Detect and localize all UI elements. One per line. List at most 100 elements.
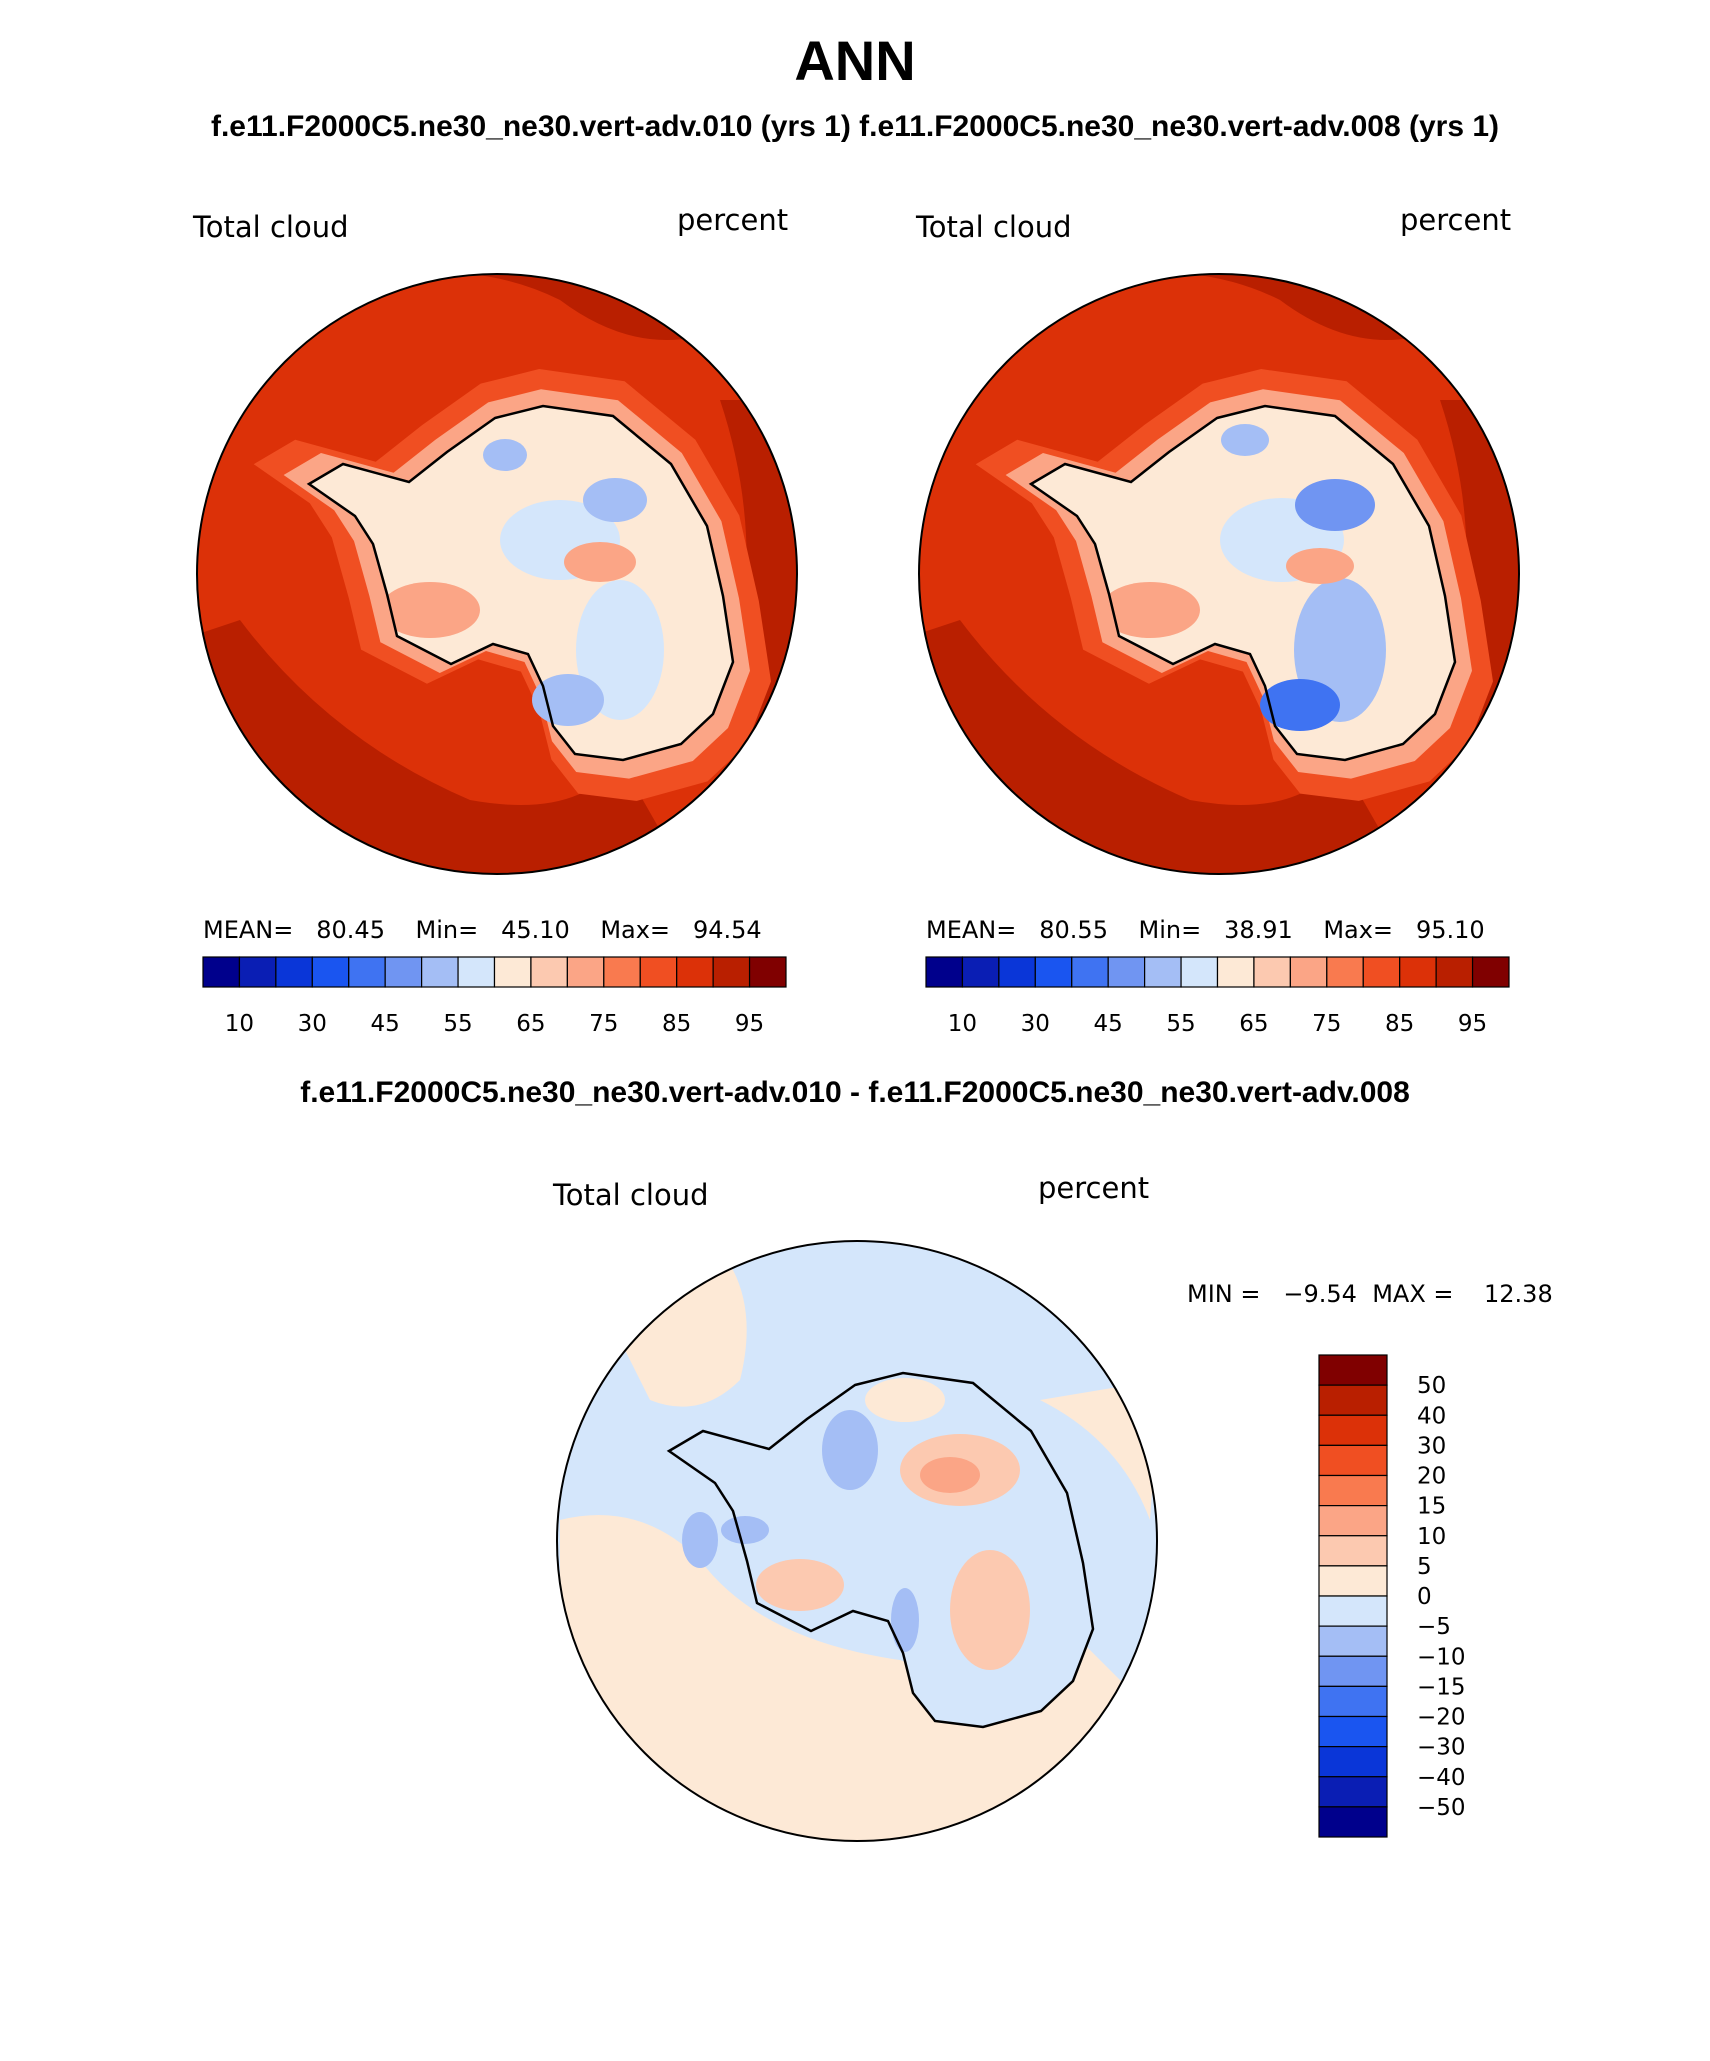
diff-colorbar-tick-label: −5	[1417, 1614, 1451, 1640]
panel1-colorbar-tick-label: 10	[225, 1011, 254, 1037]
panel2-min-value: 38.91	[1224, 916, 1293, 944]
panel2-colorbar-tick-label: 55	[1166, 1011, 1195, 1037]
panel1-mean-value: 80.45	[316, 916, 385, 944]
panel1-colorbar-tick-label: 75	[589, 1011, 618, 1037]
panel2-blue-patch-d	[1260, 679, 1340, 731]
diff-colorbar-tick-label: 10	[1417, 1524, 1446, 1550]
diff-colorbar-swatch	[1318, 1776, 1388, 1808]
panel2-red-patch	[1286, 548, 1354, 584]
panel2-colorbar-swatch	[1326, 956, 1364, 988]
panel2-colorbar-swatch	[1471, 956, 1510, 988]
difference-title: f.e11.F2000C5.ne30_ne30.vert-adv.010 - f…	[300, 1076, 1410, 1109]
panel1-red-patch-b	[380, 582, 480, 638]
panel1-min-value: 45.10	[501, 916, 570, 944]
panel2-colorbar-swatch	[1216, 956, 1255, 988]
case-subtitle: f.e11.F2000C5.ne30_ne30.vert-adv.010 (yr…	[210, 110, 1500, 143]
diff-colorbar-swatch	[1318, 1444, 1388, 1477]
panel1-colorbar-swatch	[676, 956, 714, 988]
diff-map-border	[556, 1240, 1158, 1842]
diff-colorbar-tick-label: −15	[1417, 1674, 1466, 1700]
panel2-colorbar-tick-label: 65	[1239, 1011, 1268, 1037]
panel2-max-label: Max=	[1323, 916, 1394, 944]
diff-min-value: −9.54	[1283, 1280, 1357, 1308]
diff-colorbar-swatch	[1318, 1715, 1388, 1748]
panel2-colorbar-swatch	[961, 956, 1000, 988]
diff-min-label: MIN =	[1187, 1280, 1261, 1308]
diff-colorbar-swatch	[1318, 1746, 1388, 1778]
diff-pos-region-south	[560, 1515, 1157, 1841]
panel1-map-border	[196, 273, 798, 875]
panel1-blue-patch-c	[576, 580, 664, 720]
diff-max-value: 12.38	[1484, 1280, 1553, 1308]
diff-colorbar-swatch	[1318, 1474, 1388, 1507]
panel1-colorbar-swatch	[384, 956, 423, 988]
diff-pos-patch-c	[865, 1378, 945, 1422]
panel2-blue-patch-b	[1295, 479, 1375, 531]
diff-colorbar-tick-label: −40	[1417, 1765, 1466, 1791]
panel1-colorbar-swatch	[748, 956, 787, 988]
panel1-red-patch	[564, 542, 636, 582]
panel2-colorbar-swatch	[1435, 956, 1474, 988]
main-title: ANN	[794, 29, 916, 92]
panel1-units-label: percent	[677, 203, 789, 237]
panel1-colorbar-tick-label: 85	[662, 1011, 691, 1037]
diff-neg-patch-d	[682, 1512, 718, 1568]
panel1-colorbar-tick-label: 30	[298, 1011, 327, 1037]
panel2-colorbar-tick-label: 45	[1094, 1011, 1123, 1037]
panel2-colorbar-tick-label: 75	[1312, 1011, 1341, 1037]
panel2-colorbar-tick-label: 85	[1385, 1011, 1414, 1037]
panel1-max-value: 94.54	[692, 916, 762, 944]
diff-colorbar-tick-label: 50	[1417, 1373, 1446, 1399]
diff-colorbar-tick-label: 30	[1417, 1433, 1446, 1459]
panel2-mean: MEAN= 80.55 Min= 38.91 Max= 95.10	[926, 916, 1485, 944]
panel2-map-border	[918, 273, 1520, 875]
diff-colorbar-tick-label: −10	[1417, 1644, 1466, 1670]
panel1-colorbar-tick-label: 95	[735, 1011, 764, 1037]
panel1-blue-patch-b	[583, 478, 647, 522]
diff-pos-patch-d	[756, 1559, 844, 1611]
diff-colorbar-swatch	[1318, 1655, 1388, 1687]
panel1-colorbar-tick-label: 55	[443, 1011, 472, 1037]
panel2-colorbar-swatch	[1253, 956, 1291, 988]
panel1-mean-label: MEAN=	[203, 916, 294, 944]
panel2-mean-label: MEAN=	[926, 916, 1017, 944]
diff-colorbar-swatch	[1318, 1806, 1388, 1838]
panel1-mean: MEAN= 80.45 Min= 45.10 Max= 94.54	[203, 916, 762, 944]
panel1-colorbar-swatch	[348, 956, 386, 988]
panel1-colorbar-swatch	[238, 956, 277, 988]
panel1-blue-patch-e	[483, 439, 527, 471]
diff-pos-patch-a-core	[920, 1457, 980, 1493]
panel2-colorbar-swatch	[1071, 956, 1109, 988]
panel2-variable-label: Total cloud	[916, 210, 1072, 244]
panel2-colorbar-swatch	[1034, 956, 1073, 988]
diff-colorbar-tick-label: 15	[1417, 1494, 1446, 1520]
panel2-colorbar-tick-label: 95	[1458, 1011, 1487, 1037]
panel1-colorbar-swatch	[311, 956, 350, 988]
diff-colorbar-swatch	[1318, 1535, 1388, 1567]
panel2-colorbar-tick-label: 30	[1021, 1011, 1050, 1037]
panel1-colorbar-swatch	[421, 956, 459, 988]
diff-colorbar-swatch	[1318, 1505, 1388, 1537]
panel2-units-label: percent	[1400, 203, 1512, 237]
panel2-colorbar-swatch	[1289, 956, 1328, 988]
panel1-colorbar-swatch	[603, 956, 641, 988]
diff-variable-label: Total cloud	[553, 1178, 709, 1212]
panel2-mean-value: 80.55	[1039, 916, 1108, 944]
diff-colorbar-swatch	[1318, 1625, 1388, 1657]
panel1-colorbar-swatch	[202, 956, 241, 988]
panel1-variable-label: Total cloud	[193, 210, 349, 244]
panel1-colorbar-swatch	[530, 956, 568, 988]
diff-colorbar-tick-label: 20	[1417, 1464, 1446, 1490]
panel2-colorbar-swatch	[1144, 956, 1182, 988]
panel1-colorbar-swatch	[275, 956, 313, 988]
panel2-map	[919, 274, 1519, 874]
panel2-blue-patch-e	[1221, 424, 1269, 456]
panel1-colorbar-swatch	[712, 956, 751, 988]
diff-colorbar-swatch	[1318, 1384, 1388, 1416]
diff-minmax: MIN = −9.54 MAX = 12.38	[1187, 1280, 1553, 1308]
panel1-colorbar-swatch	[493, 956, 532, 988]
diff-colorbar-swatch	[1318, 1595, 1388, 1627]
diff-units-label: percent	[1038, 1171, 1150, 1205]
diff-map	[557, 1241, 1157, 1841]
diff-neg-patch-a	[822, 1410, 878, 1490]
